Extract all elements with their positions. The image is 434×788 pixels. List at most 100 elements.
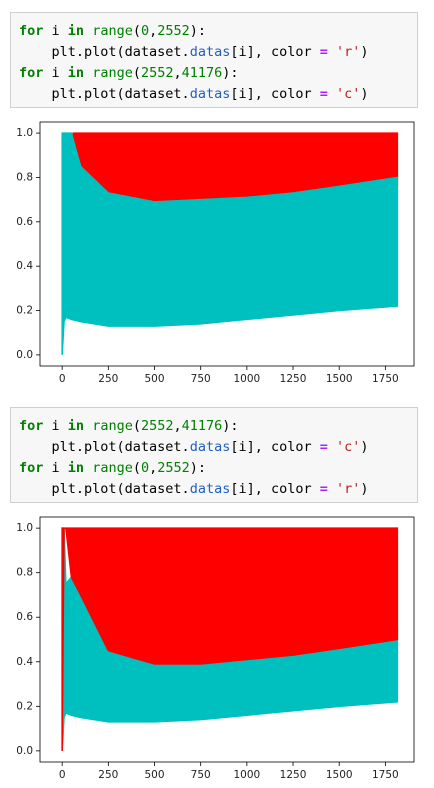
- code-token: i: [43, 65, 68, 81]
- code-token: i: [43, 23, 68, 39]
- code-token: ):: [222, 65, 239, 81]
- code-token: 'r': [336, 44, 361, 60]
- code-token: ): [360, 481, 369, 497]
- code-token: for: [19, 65, 44, 81]
- y-tick-label: 0.6: [16, 611, 33, 623]
- y-tick-label: 0.8: [16, 171, 33, 183]
- code-token: ):: [189, 460, 207, 476]
- x-tick-label: 1000: [233, 373, 260, 385]
- code-token: i: [43, 460, 68, 476]
- code-line: plt.plot(dataset.datas[i], color = 'r'): [19, 479, 417, 500]
- code-token: 0: [140, 460, 150, 476]
- plot-frame: [39, 121, 415, 367]
- code-token: 2552: [140, 65, 174, 81]
- x-tick-label: 250: [98, 373, 118, 385]
- code-line: plt.plot(dataset.datas[i], color = 'c'): [19, 437, 417, 458]
- code-token: for: [19, 460, 44, 476]
- code-token: range: [92, 460, 133, 476]
- plot-frame: [39, 516, 415, 763]
- code-token: for: [19, 418, 44, 434]
- x-tick-label: 750: [191, 373, 211, 385]
- code-token: =: [319, 86, 328, 102]
- y-tick-label: 0.2: [16, 700, 33, 712]
- code-token: range: [92, 418, 133, 434]
- code-token: (: [132, 65, 141, 81]
- x-tick-label: 1000: [233, 769, 260, 781]
- code-token: plt.plot(dataset.: [19, 439, 190, 455]
- code-token: for: [19, 23, 44, 39]
- code-token: 2552: [157, 23, 190, 39]
- y-tick-label: 0.6: [16, 216, 33, 228]
- x-tick-label: 1500: [326, 373, 353, 385]
- y-tick-label: 1.0: [16, 127, 33, 139]
- code-token: range: [92, 23, 133, 39]
- code-line: plt.plot(dataset.datas[i], color = 'r'): [19, 42, 417, 63]
- code-token: [i], color: [230, 86, 320, 102]
- code-token: ): [360, 44, 369, 60]
- code-token: [i], color: [230, 439, 320, 455]
- code-token: =: [319, 44, 328, 60]
- code-token: (: [132, 23, 141, 39]
- code-token: in: [67, 460, 85, 476]
- y-tick-label: 0.4: [16, 656, 33, 668]
- code-token: plt.plot(dataset.: [19, 481, 190, 497]
- code-token: ,: [149, 23, 158, 39]
- code-line: for i in range(0,2552):: [19, 21, 417, 42]
- band: [61, 132, 399, 355]
- code-token: 2552: [157, 460, 190, 476]
- code-token: 41176: [181, 418, 223, 434]
- code-token: plt.plot(dataset.: [19, 86, 190, 102]
- code-line: for i in range(0,2552):: [19, 458, 417, 479]
- x-tick-label: 1250: [280, 769, 307, 781]
- code-token: ,: [173, 418, 182, 434]
- code-token: plt.plot(dataset.: [19, 44, 190, 60]
- x-tick-label: 1500: [326, 769, 353, 781]
- code-token: in: [67, 65, 85, 81]
- code-token: ,: [173, 65, 182, 81]
- code-token: (: [132, 460, 141, 476]
- code-token: ):: [189, 23, 207, 39]
- band: [61, 527, 399, 751]
- y-tick-label: 0.2: [16, 305, 33, 317]
- x-tick-label: 0: [59, 769, 66, 781]
- code-token: in: [67, 418, 85, 434]
- x-tick-label: 1250: [280, 373, 307, 385]
- code-token: datas: [189, 86, 231, 102]
- code-token: ):: [222, 418, 239, 434]
- code-token: =: [319, 439, 328, 455]
- x-tick-label: 1750: [372, 769, 399, 781]
- x-tick-label: 250: [98, 769, 118, 781]
- code-token: 'c': [336, 86, 361, 102]
- y-tick-label: 0.8: [16, 567, 33, 579]
- code-token: =: [319, 481, 328, 497]
- code-token: ,: [149, 460, 158, 476]
- code-token: in: [67, 23, 85, 39]
- code-token: i: [43, 418, 68, 434]
- code-line: for i in range(2552,41176):: [19, 63, 417, 84]
- code-token: datas: [189, 44, 231, 60]
- code-token: [i], color: [230, 44, 320, 60]
- code-token: 'r': [336, 481, 361, 497]
- y-tick-label: 0.4: [16, 260, 33, 272]
- y-tick-label: 1.0: [16, 522, 33, 534]
- code-token: 'c': [336, 439, 361, 455]
- y-tick-label: 0.0: [16, 745, 33, 757]
- code-token: [i], color: [230, 481, 320, 497]
- code-cell[interactable]: for i in range(0,2552): plt.plot(dataset…: [10, 12, 418, 108]
- code-cell[interactable]: for i in range(2552,41176): plt.plot(dat…: [10, 407, 418, 503]
- code-line: plt.plot(dataset.datas[i], color = 'c'): [19, 84, 417, 105]
- code-token: datas: [189, 481, 231, 497]
- code-token: range: [92, 65, 133, 81]
- x-tick-label: 0: [59, 373, 66, 385]
- code-line: for i in range(2552,41176):: [19, 416, 417, 437]
- code-token: 0: [140, 23, 150, 39]
- code-token: (: [132, 418, 141, 434]
- code-token: 2552: [140, 418, 174, 434]
- code-token: ): [360, 439, 369, 455]
- x-tick-label: 500: [144, 373, 164, 385]
- code-token: ): [360, 86, 369, 102]
- code-token: 41176: [181, 65, 223, 81]
- code-token: datas: [189, 439, 231, 455]
